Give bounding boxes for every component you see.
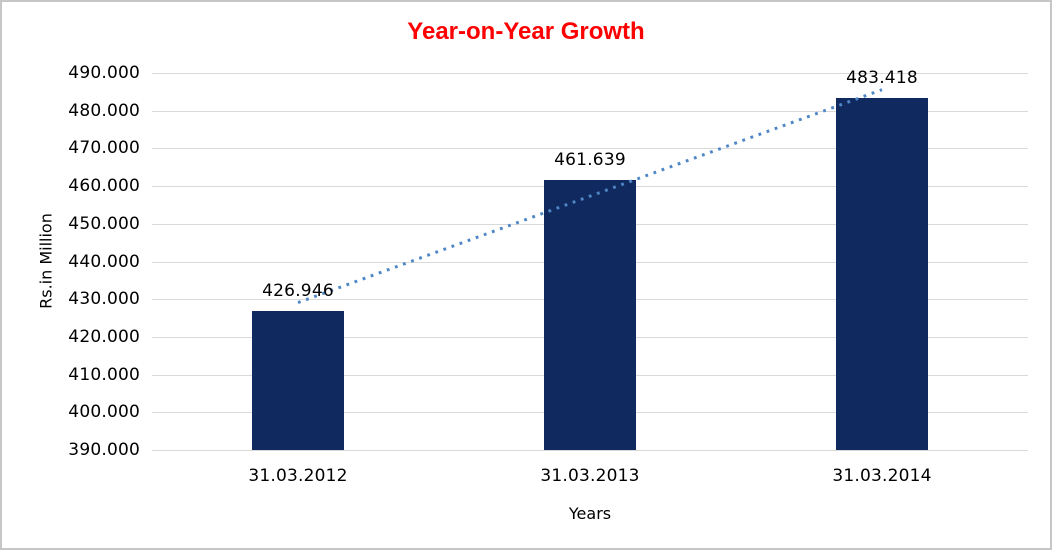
y-tick-label: 410.000	[68, 364, 140, 385]
gridline	[152, 450, 1028, 451]
chart-title: Year-on-Year Growth	[407, 18, 645, 45]
y-tick-label: 390.000	[68, 440, 140, 460]
x-tick-label: 31.03.2012	[248, 466, 348, 486]
bar-31.03.2014	[836, 97, 928, 450]
y-tick-label: 480.000	[68, 100, 140, 121]
bar-31.03.2013	[544, 179, 636, 450]
data-label: 461.639	[554, 149, 626, 170]
x-axis-title: Years	[568, 504, 612, 523]
data-label: 483.418	[846, 67, 918, 88]
y-tick-label: 400.000	[68, 402, 140, 423]
y-tick-label: 450.000	[68, 213, 140, 234]
y-tick-label: 420.000	[68, 326, 140, 347]
x-tick-label: 31.03.2013	[540, 466, 640, 486]
x-tick-label: 31.03.2014	[832, 466, 932, 486]
bar-31.03.2012	[252, 310, 344, 450]
y-tick-label: 460.000	[68, 176, 140, 197]
y-tick-label: 490.000	[68, 63, 140, 83]
data-label: 426.946	[262, 280, 334, 301]
y-tick-label: 440.000	[68, 251, 140, 272]
plot-area	[152, 73, 1028, 451]
y-tick-label: 430.000	[68, 289, 140, 310]
gridline	[152, 73, 1028, 74]
y-tick-label: 470.000	[68, 138, 140, 159]
